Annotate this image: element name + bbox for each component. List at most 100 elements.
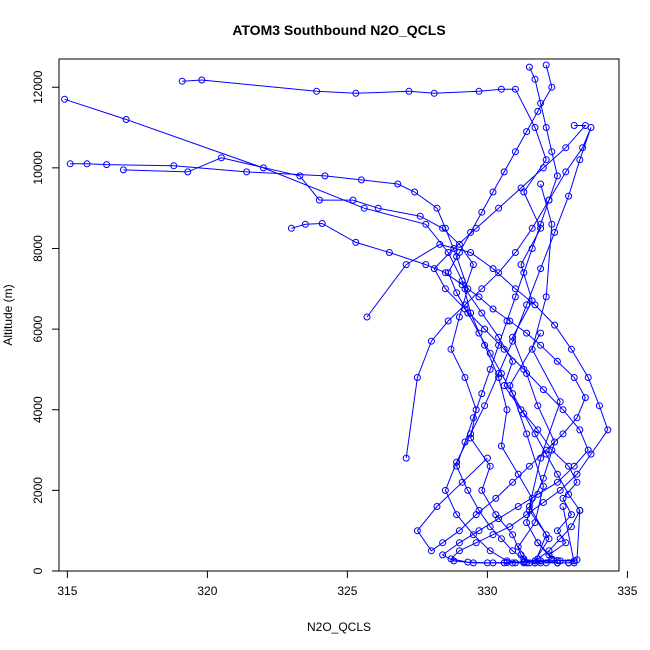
data-point [119, 166, 127, 174]
data-point [503, 406, 511, 414]
data-point [537, 329, 545, 337]
data-point [475, 329, 483, 337]
data-point [537, 265, 545, 273]
data-point [405, 87, 413, 95]
data-point [455, 249, 463, 256]
data-point [509, 559, 517, 567]
y-tick-label: 8000 [31, 235, 45, 262]
x-tick-label: 335 [617, 584, 637, 598]
data-point [528, 224, 536, 232]
data-point [503, 317, 511, 325]
data-point [489, 531, 497, 539]
data-point [511, 85, 519, 93]
data-point [545, 196, 553, 204]
data-point [66, 160, 74, 168]
data-point [357, 176, 365, 184]
data-point [489, 188, 497, 196]
data-point [553, 357, 561, 365]
series-10 [430, 122, 592, 567]
data-point [492, 494, 500, 502]
data-point [461, 305, 469, 313]
data-point [567, 523, 575, 531]
data-point [548, 148, 556, 156]
data-point [467, 228, 475, 236]
data-point [455, 313, 463, 321]
data-point [553, 172, 561, 180]
data-point [472, 224, 480, 232]
data-point [497, 370, 505, 377]
data-point [523, 559, 531, 567]
data-point [243, 168, 251, 176]
data-point [531, 519, 539, 527]
data-point [481, 325, 489, 333]
data-point [525, 63, 533, 71]
data-point [539, 386, 547, 394]
data-point [511, 148, 519, 156]
data-point [520, 365, 528, 373]
data-point [556, 535, 564, 543]
x-tick-label: 325 [337, 584, 357, 598]
data-point [469, 414, 477, 422]
data-point [517, 184, 525, 192]
data-point [444, 317, 452, 325]
data-point [352, 89, 360, 97]
x-tick-label: 315 [57, 584, 77, 598]
data-point [184, 168, 192, 176]
data-point [489, 265, 497, 273]
series-line [447, 64, 581, 564]
data-point [511, 249, 519, 256]
data-point [461, 438, 469, 446]
series-line [456, 66, 575, 564]
data-point [567, 511, 575, 519]
data-point [537, 180, 545, 188]
data-point [584, 446, 592, 454]
data-point [472, 406, 480, 414]
data-point [469, 261, 477, 269]
data-point [478, 390, 486, 398]
data-point [301, 220, 309, 228]
data-point [539, 164, 547, 172]
data-point [548, 83, 556, 91]
data-point [534, 402, 542, 410]
data-point [478, 309, 486, 317]
data-point [551, 228, 559, 236]
x-axis: 315 320 325 330 335 [57, 570, 638, 598]
data-point [439, 551, 447, 559]
data-point [570, 462, 578, 470]
data-point [537, 341, 545, 349]
data-point [497, 85, 505, 93]
data-point [469, 531, 477, 539]
data-point [556, 486, 564, 494]
data-point [545, 547, 553, 555]
data-point [539, 482, 547, 490]
x-tick-label: 320 [197, 584, 217, 598]
data-point [475, 527, 483, 535]
data-point [427, 547, 435, 555]
data-point [321, 172, 329, 180]
data-point [198, 76, 206, 84]
data-point [542, 293, 550, 301]
data-point [581, 122, 589, 129]
data-point [475, 87, 483, 95]
series-line [123, 157, 578, 564]
data-point [495, 341, 503, 349]
data-point [500, 382, 508, 390]
data-point [447, 345, 455, 353]
data-point [433, 503, 441, 510]
data-point [394, 180, 402, 188]
data-point [534, 539, 542, 547]
data-point [556, 398, 564, 406]
data-point [509, 337, 517, 345]
data-point [528, 345, 536, 353]
data-point [296, 172, 304, 180]
data-point [534, 555, 542, 563]
data-point [495, 204, 503, 212]
plot-area [61, 61, 612, 567]
data-point [531, 430, 539, 438]
data-point [374, 204, 382, 212]
data-point [511, 293, 519, 301]
data-point [537, 220, 545, 228]
data-point [439, 224, 447, 232]
data-point [576, 507, 584, 514]
data-point [478, 486, 486, 494]
